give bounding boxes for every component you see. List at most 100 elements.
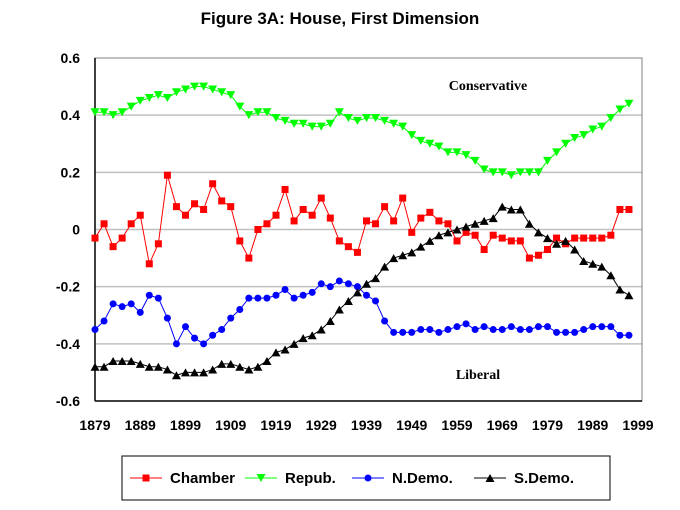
data-point-sdemo [262, 356, 272, 365]
data-point-sdemo [533, 228, 543, 237]
data-point-chamber [363, 217, 370, 225]
data-point-ndemo [91, 326, 99, 334]
data-point-chamber [444, 220, 452, 228]
data-point-sdemo [443, 228, 453, 237]
data-point-sdemo [606, 271, 616, 280]
legend-marker-repub [256, 474, 266, 482]
data-point-repub [199, 82, 209, 91]
data-point-chamber [91, 234, 99, 242]
data-point-sdemo [597, 262, 607, 271]
data-point-chamber [191, 200, 199, 208]
data-point-repub [470, 156, 480, 165]
data-point-repub [271, 114, 281, 123]
data-point-repub [208, 85, 218, 94]
data-point-chamber [471, 231, 479, 239]
y-tick-label: -0.6 [56, 393, 80, 409]
data-point-sdemo [307, 331, 317, 340]
data-point-repub [452, 148, 462, 157]
data-point-repub [298, 119, 308, 128]
data-point-ndemo [571, 328, 579, 336]
data-point-repub [117, 108, 127, 117]
data-point-chamber [344, 243, 352, 251]
data-point-repub [615, 105, 625, 114]
data-point-sdemo [416, 242, 426, 251]
data-point-repub [371, 114, 381, 123]
data-point-sdemo [226, 359, 236, 368]
legend-marker-sdemo [485, 474, 495, 482]
data-point-chamber [625, 205, 633, 213]
data-point-ndemo [534, 323, 542, 331]
data-point-ndemo [200, 340, 208, 348]
data-point-sdemo [271, 348, 281, 357]
data-point-chamber [209, 180, 217, 188]
data-point-ndemo [525, 326, 533, 334]
data-point-ndemo [272, 291, 280, 299]
data-point-chamber [200, 205, 208, 213]
data-point-repub [244, 111, 254, 120]
data-point-repub [307, 122, 317, 131]
data-point-ndemo [109, 300, 117, 308]
data-point-ndemo [335, 277, 343, 285]
data-point-repub [533, 168, 543, 177]
data-point-repub [352, 116, 362, 125]
data-point-repub [561, 139, 571, 148]
data-point-ndemo [544, 323, 551, 331]
y-tick-label: 0.4 [61, 107, 81, 123]
data-point-chamber [408, 228, 416, 236]
data-point-repub [479, 165, 489, 174]
data-point-ndemo [516, 326, 524, 334]
data-point-repub [253, 108, 263, 117]
data-point-repub [597, 122, 607, 131]
data-point-ndemo [218, 326, 226, 334]
data-point-ndemo [580, 326, 588, 334]
data-point-chamber [417, 214, 425, 222]
data-point-repub [588, 125, 598, 134]
data-point-chamber [507, 237, 515, 245]
data-point-ndemo [191, 334, 199, 342]
data-point-chamber [118, 234, 126, 242]
data-point-repub [416, 136, 426, 145]
data-point-chamber [544, 246, 551, 254]
data-point-repub [606, 114, 616, 123]
data-point-repub [434, 142, 444, 151]
data-point-chamber [489, 231, 497, 239]
data-point-ndemo [589, 323, 597, 331]
data-point-repub [235, 102, 245, 111]
data-point-sdemo [434, 231, 444, 240]
y-tick-label: 0.6 [61, 50, 81, 66]
x-tick-label: 1989 [577, 417, 608, 433]
data-point-sdemo [190, 368, 200, 377]
data-point-repub [407, 131, 417, 140]
data-point-chamber [326, 214, 334, 222]
data-point-ndemo [498, 326, 506, 334]
data-point-chamber [462, 228, 470, 236]
x-tick-label: 1959 [441, 417, 472, 433]
data-point-repub [334, 108, 344, 117]
data-point-sdemo [452, 225, 462, 234]
data-point-sdemo [208, 365, 218, 374]
data-point-ndemo [444, 326, 452, 334]
data-point-sdemo [552, 239, 562, 248]
data-point-chamber [308, 211, 316, 219]
data-point-sdemo [108, 356, 118, 365]
data-point-chamber [263, 220, 271, 228]
data-point-sdemo [99, 362, 109, 371]
series-line-ndemo [94, 280, 629, 346]
data-point-chamber [589, 234, 597, 242]
data-point-chamber [218, 197, 226, 205]
data-point-sdemo [316, 325, 326, 334]
data-point-ndemo [471, 326, 479, 334]
data-point-sdemo [235, 362, 245, 371]
x-tick-label: 1909 [215, 417, 246, 433]
data-point-chamber [607, 231, 615, 239]
data-point-ndemo [245, 294, 253, 302]
data-point-chamber [299, 205, 307, 213]
data-point-sdemo [389, 254, 399, 263]
data-point-ndemo [236, 306, 244, 314]
data-point-ndemo [154, 294, 162, 302]
data-point-sdemo [117, 356, 127, 365]
data-point-ndemo [480, 323, 488, 331]
x-tick-label: 1979 [532, 417, 563, 433]
chart-title: Figure 3A: House, First Dimension [200, 9, 480, 28]
data-point-ndemo [227, 314, 235, 322]
